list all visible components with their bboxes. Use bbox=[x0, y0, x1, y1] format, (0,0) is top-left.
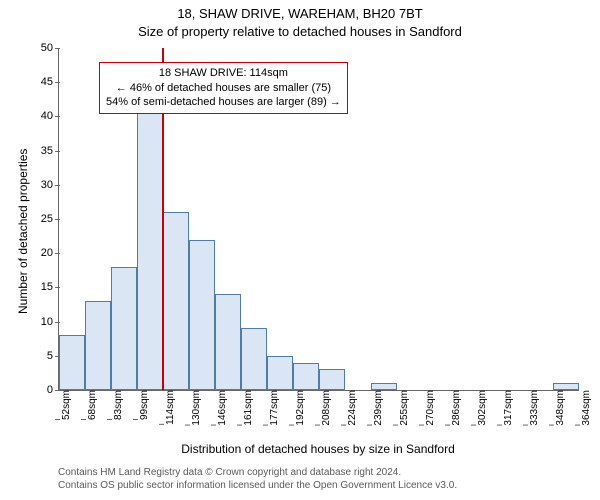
y-tick: 10 bbox=[41, 316, 59, 328]
chart-container: 18, SHAW DRIVE, WAREHAM, BH20 7BT Size o… bbox=[0, 0, 600, 500]
histogram-bar bbox=[553, 383, 578, 390]
x-axis-label: Distribution of detached houses by size … bbox=[58, 442, 578, 456]
y-tick: 5 bbox=[47, 350, 59, 362]
y-tick: 40 bbox=[41, 110, 59, 122]
histogram-bar bbox=[293, 363, 318, 390]
histogram-bar bbox=[85, 301, 110, 390]
x-tick: 255sqm bbox=[393, 390, 410, 426]
y-tick: 35 bbox=[41, 145, 59, 157]
chart-title-line2: Size of property relative to detached ho… bbox=[0, 24, 600, 39]
annotation-box: 18 SHAW DRIVE: 114sqm← 46% of detached h… bbox=[99, 62, 348, 115]
x-tick: 302sqm bbox=[471, 390, 488, 426]
x-tick: 224sqm bbox=[341, 390, 358, 426]
x-tick: 130sqm bbox=[185, 390, 202, 426]
y-tick: 30 bbox=[41, 179, 59, 191]
plot-area: 0510152025303540455052sqm68sqm83sqm99sqm… bbox=[58, 48, 579, 391]
y-tick: 15 bbox=[41, 281, 59, 293]
x-tick: 161sqm bbox=[237, 390, 254, 426]
histogram-bar bbox=[189, 240, 214, 390]
y-tick: 50 bbox=[41, 42, 59, 54]
annotation-line: 54% of semi-detached houses are larger (… bbox=[106, 95, 341, 110]
histogram-bar bbox=[215, 294, 240, 390]
histogram-bar bbox=[59, 335, 84, 390]
x-tick: 333sqm bbox=[523, 390, 540, 426]
x-tick: 114sqm bbox=[159, 390, 176, 425]
x-tick: 146sqm bbox=[211, 390, 228, 426]
x-tick: 52sqm bbox=[55, 390, 72, 420]
histogram-bar bbox=[111, 267, 136, 390]
x-tick: 286sqm bbox=[445, 390, 462, 426]
x-tick: 317sqm bbox=[497, 390, 514, 426]
annotation-line: ← 46% of detached houses are smaller (75… bbox=[106, 81, 341, 96]
x-tick: 270sqm bbox=[419, 390, 436, 426]
histogram-bar bbox=[319, 369, 344, 390]
histogram-bar bbox=[371, 383, 396, 390]
x-tick: 239sqm bbox=[367, 390, 384, 426]
x-tick: 177sqm bbox=[263, 390, 280, 426]
histogram-bar bbox=[241, 328, 266, 390]
footer-attribution: Contains HM Land Registry data © Crown c… bbox=[58, 466, 457, 492]
y-tick: 20 bbox=[41, 247, 59, 259]
histogram-bar bbox=[137, 110, 162, 390]
x-tick: 99sqm bbox=[133, 390, 150, 420]
y-axis-label: Number of detached properties bbox=[16, 149, 30, 314]
chart-title-line1: 18, SHAW DRIVE, WAREHAM, BH20 7BT bbox=[0, 6, 600, 21]
y-tick: 25 bbox=[41, 213, 59, 225]
x-tick: 208sqm bbox=[315, 390, 332, 426]
x-tick: 192sqm bbox=[289, 390, 306, 426]
footer-line2: Contains OS public sector information li… bbox=[58, 479, 457, 492]
x-tick: 68sqm bbox=[81, 390, 98, 420]
histogram-bar bbox=[267, 356, 292, 390]
annotation-line: 18 SHAW DRIVE: 114sqm bbox=[106, 66, 341, 81]
y-tick: 45 bbox=[41, 76, 59, 88]
x-tick: 364sqm bbox=[575, 390, 592, 426]
x-tick: 83sqm bbox=[107, 390, 124, 420]
histogram-bar bbox=[163, 212, 188, 390]
x-tick: 348sqm bbox=[549, 390, 566, 426]
footer-line1: Contains HM Land Registry data © Crown c… bbox=[58, 466, 457, 479]
